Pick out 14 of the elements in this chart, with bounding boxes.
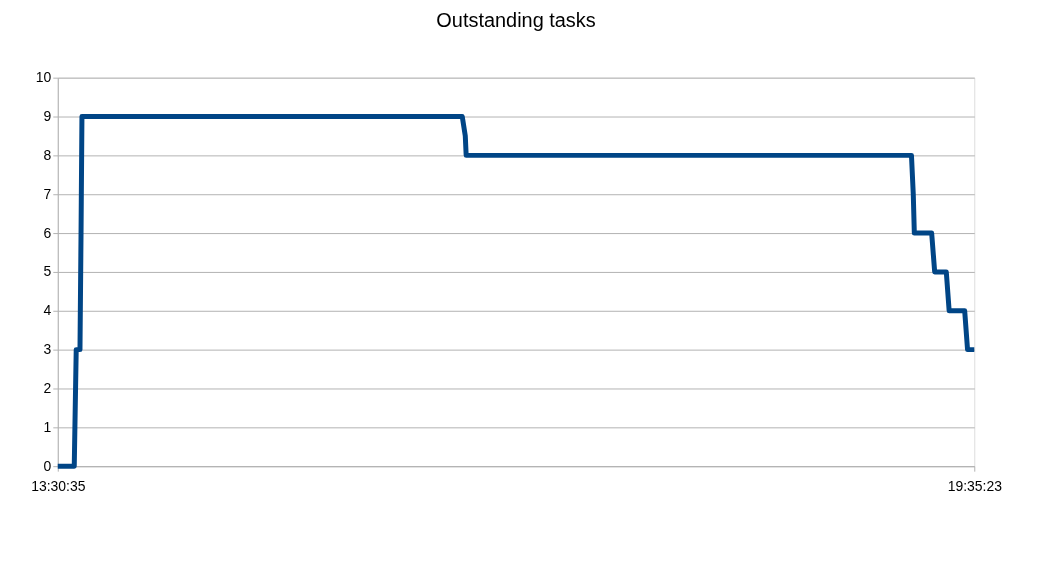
y-tick-label: 3 [43, 341, 52, 358]
y-tick-label: 1 [43, 418, 52, 435]
y-tick-label: 7 [43, 185, 52, 202]
y-tick-label: 10 [35, 69, 52, 86]
x-tick-label: 13:30:35 [31, 477, 86, 494]
y-tick-label: 9 [43, 108, 52, 124]
y-tick-label: 0 [43, 457, 52, 474]
y-tick-label: 2 [43, 379, 52, 396]
chart-title: Outstanding tasks [436, 8, 596, 31]
y-tick-label: 8 [43, 146, 52, 163]
y-tick-label: 5 [43, 263, 52, 280]
y-tick-label: 4 [43, 302, 52, 319]
y-tick-label: 6 [43, 224, 52, 241]
x-tick-label: 19:35:23 [947, 477, 1003, 494]
